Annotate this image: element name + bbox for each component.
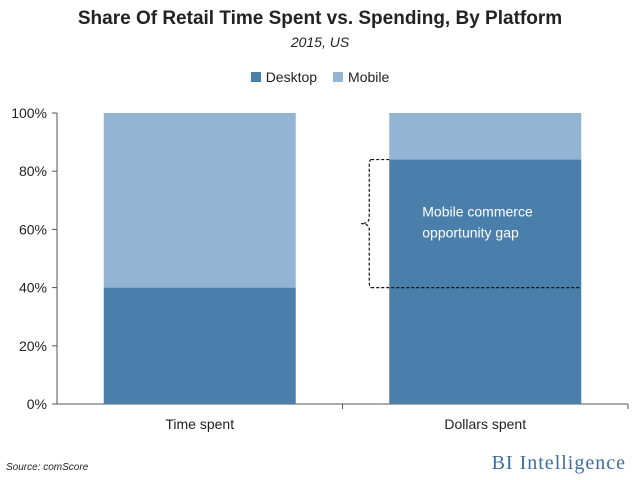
x-tick-label: Dollars spent: [444, 416, 526, 432]
legend-label-desktop: Desktop: [265, 69, 318, 85]
y-tick-label: 40%: [19, 280, 47, 296]
y-tick-label: 20%: [19, 338, 47, 354]
legend-item-desktop: Desktop: [250, 69, 318, 85]
chart-title: Share Of Retail Time Spent vs. Spending,…: [77, 8, 563, 29]
legend: Desktop Mobile: [0, 69, 640, 85]
y-tick-label: 0%: [27, 396, 47, 412]
source-note: Source: comScore: [6, 462, 89, 473]
gap-brace: [360, 158, 372, 289]
bar-desktop-2: [389, 159, 582, 404]
bar-desktop-1: [103, 287, 296, 404]
y-tick-label: 60%: [19, 221, 47, 237]
legend-item-mobile: Mobile: [333, 69, 389, 85]
brand-logo: BI Intelligence: [491, 452, 626, 474]
chart-subtitle: 2015, US: [290, 34, 350, 50]
legend-swatch-desktop: [250, 72, 261, 82]
x-tick-label: Time spent: [165, 416, 234, 432]
y-tick-label: 100%: [11, 105, 47, 121]
y-tick-label: 80%: [19, 163, 47, 179]
bar-mobile-1: [103, 113, 296, 288]
legend-label-mobile: Mobile: [348, 69, 390, 85]
bar-mobile-2: [389, 113, 582, 160]
annotation-label: opportunity gap: [422, 225, 519, 241]
annotation-label: Mobile commerce: [422, 204, 533, 220]
legend-swatch-mobile: [333, 72, 344, 82]
